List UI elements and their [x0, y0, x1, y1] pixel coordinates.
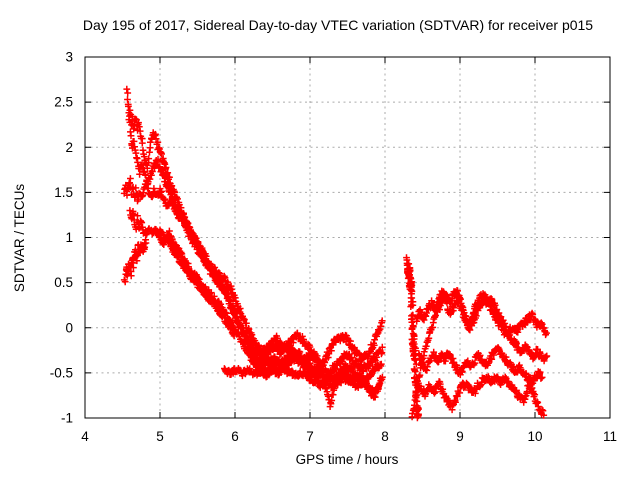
grid-lines — [85, 57, 610, 418]
tick-labels-group: 4 5 6 7 8 9 10 11 -1 -0.5 0 0.5 1 1.5 2 2.5 3 — [50, 50, 617, 445]
y-tick-label: 0.5 — [54, 275, 73, 290]
y-tick-label: 1.5 — [54, 185, 73, 200]
x-tick-label: 10 — [527, 429, 542, 444]
axis-ticks — [84, 56, 611, 419]
x-tick-label: 6 — [231, 429, 239, 444]
y-tick-label: 2 — [65, 140, 73, 155]
x-tick-label: 9 — [456, 429, 464, 444]
y-tick-label: 2.5 — [54, 95, 73, 110]
x-tick-label: 11 — [603, 429, 617, 444]
y-axis-label: SDTVAR / TECUs — [12, 184, 27, 293]
y-tick-label: 1 — [65, 230, 73, 245]
y-tick-label: -1 — [61, 411, 73, 426]
x-tick-label: 5 — [156, 429, 164, 444]
scatter-points — [120, 85, 551, 422]
y-tick-label: 3 — [65, 50, 73, 65]
x-tick-label: 8 — [381, 429, 389, 444]
chart-title: Day 195 of 2017, Sidereal Day-to-day VTE… — [83, 17, 593, 33]
x-tick-label: 7 — [306, 429, 314, 444]
y-tick-label: -0.5 — [50, 365, 73, 380]
x-tick-label: 4 — [81, 429, 89, 444]
x-axis-label: GPS time / hours — [296, 452, 399, 467]
y-tick-label: 0 — [65, 320, 73, 335]
